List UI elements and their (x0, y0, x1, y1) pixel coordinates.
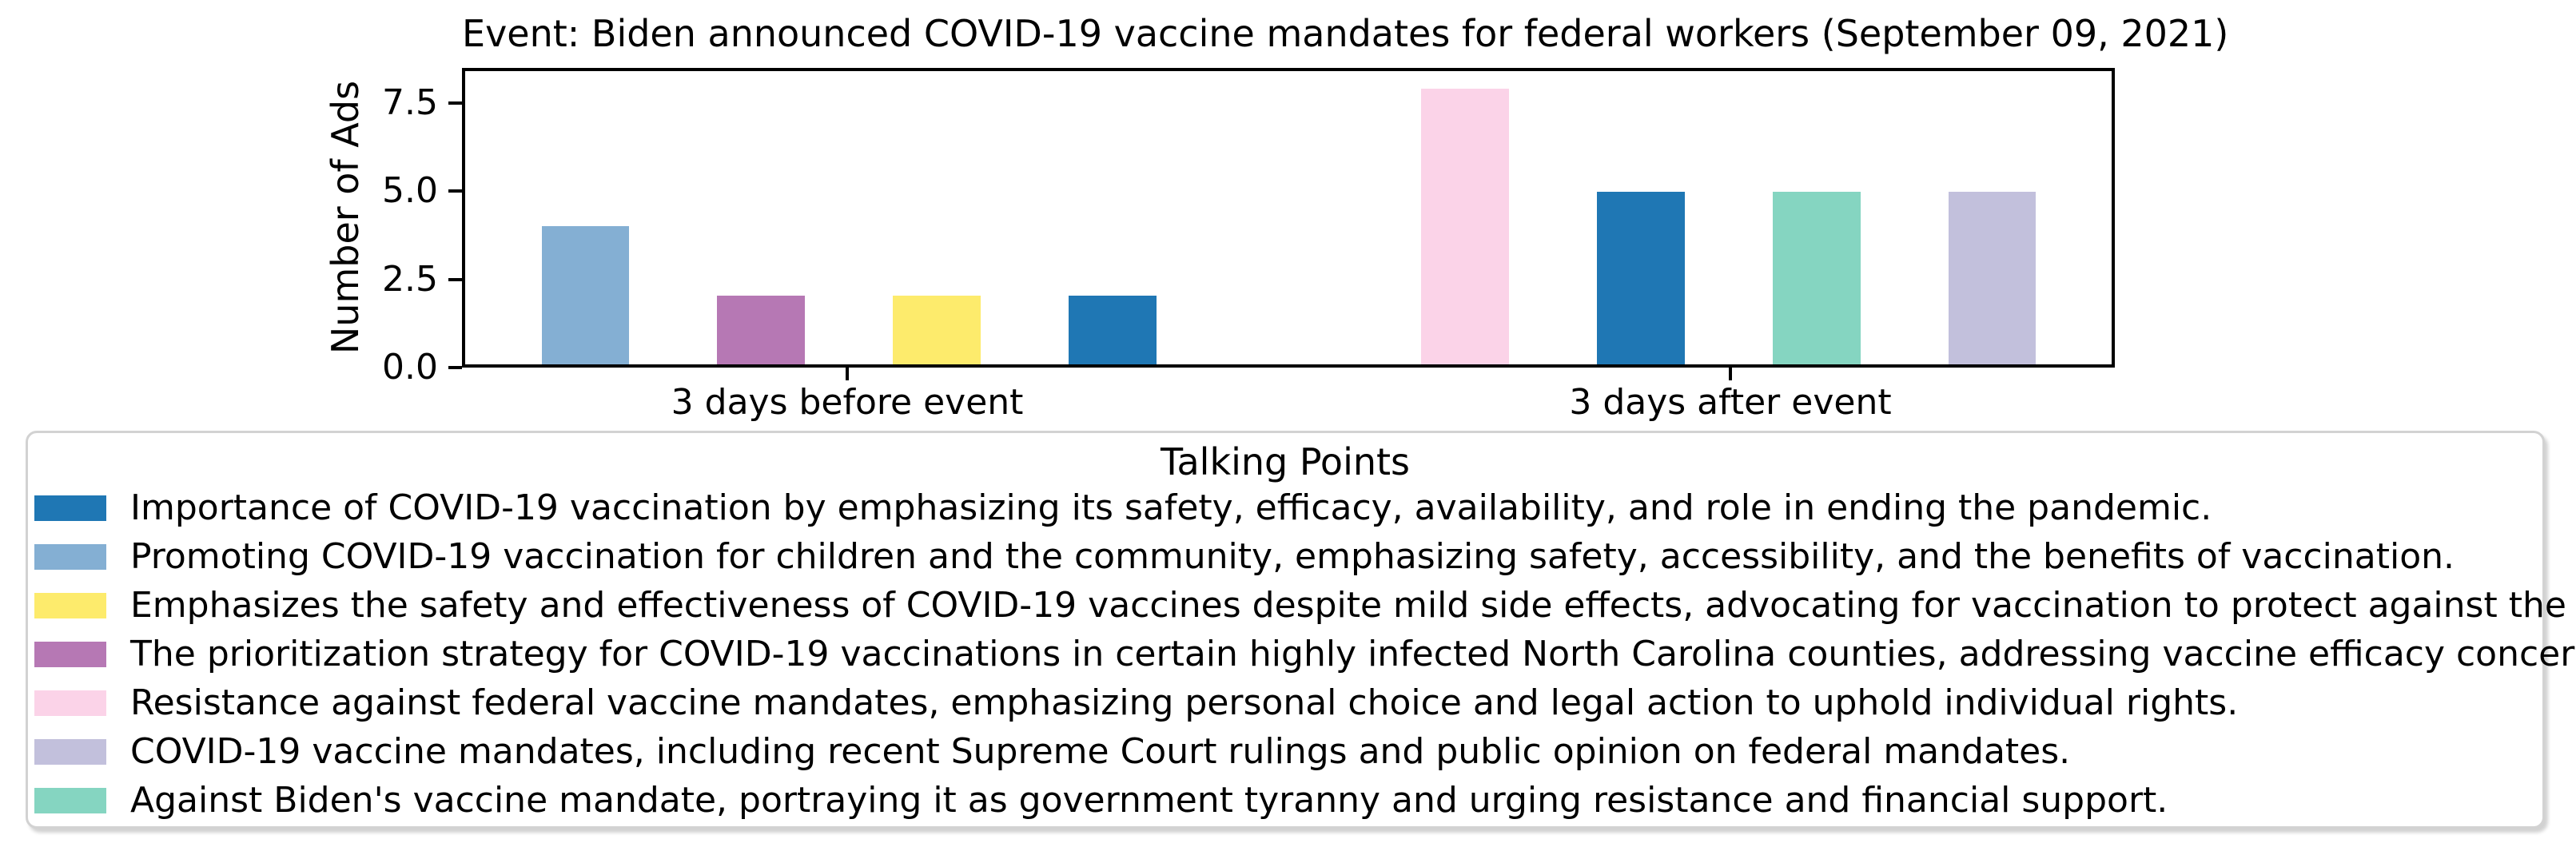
bar (1948, 192, 2037, 364)
legend-item-label: Importance of COVID-19 vaccination by em… (130, 487, 2212, 528)
y-tick-label: 5.0 (382, 170, 438, 212)
legend-item-label: Promoting COVID-19 vaccination for child… (130, 536, 2455, 577)
legend-item: The prioritization strategy for COVID-19… (34, 634, 2576, 674)
legend-color-swatch (34, 593, 106, 618)
y-tick-mark (448, 189, 462, 193)
bar (1597, 192, 1685, 364)
bar (893, 295, 981, 364)
y-tick-label: 2.5 (382, 258, 438, 300)
legend-item: Against Biden's vaccine mandate, portray… (34, 781, 2536, 821)
legend-color-swatch (34, 788, 106, 813)
x-tick-mark (846, 368, 850, 380)
legend-color-swatch (34, 642, 106, 667)
plot-area (462, 68, 2115, 368)
legend-item: Importance of COVID-19 vaccination by em… (34, 488, 2536, 528)
legend-item: COVID-19 vaccine mandates, including rec… (34, 732, 2536, 772)
y-tick-mark (448, 101, 462, 105)
y-tick-mark (448, 277, 462, 281)
x-tick-mark (1728, 368, 1732, 380)
x-tick-label: 3 days before event (671, 382, 1024, 423)
legend-item: Resistance against federal vaccine manda… (34, 683, 2536, 723)
legend-box: Talking Points Importance of COVID-19 va… (26, 431, 2576, 829)
legend-color-swatch (34, 739, 106, 765)
legend-item-label: COVID-19 vaccine mandates, including rec… (130, 731, 2071, 772)
bar (1773, 192, 1861, 364)
legend-color-swatch (34, 690, 106, 716)
bar (717, 295, 805, 364)
legend-item-label: Emphasizes the safety and effectiveness … (130, 585, 2576, 626)
legend-item-label: The prioritization strategy for COVID-19… (130, 634, 2576, 674)
bar (1068, 295, 1157, 364)
legend-item: Emphasizes the safety and effectiveness … (34, 586, 2576, 626)
bar (541, 226, 630, 364)
y-tick-mark (448, 366, 462, 369)
legend-item: Promoting COVID-19 vaccination for child… (34, 537, 2536, 577)
y-tick-label: 0.0 (382, 347, 438, 388)
bar (1421, 88, 1510, 364)
legend-item-label: Against Biden's vaccine mandate, portray… (130, 780, 2168, 821)
legend-title: Talking Points (1160, 440, 1411, 483)
legend-color-swatch (34, 495, 106, 521)
legend-item-label: Resistance against federal vaccine manda… (130, 682, 2239, 723)
chart-title: Event: Biden announced COVID-19 vaccine … (462, 12, 2229, 55)
y-tick-label: 7.5 (382, 82, 438, 124)
legend-color-swatch (34, 544, 106, 570)
x-tick-label: 3 days after event (1569, 382, 1892, 423)
